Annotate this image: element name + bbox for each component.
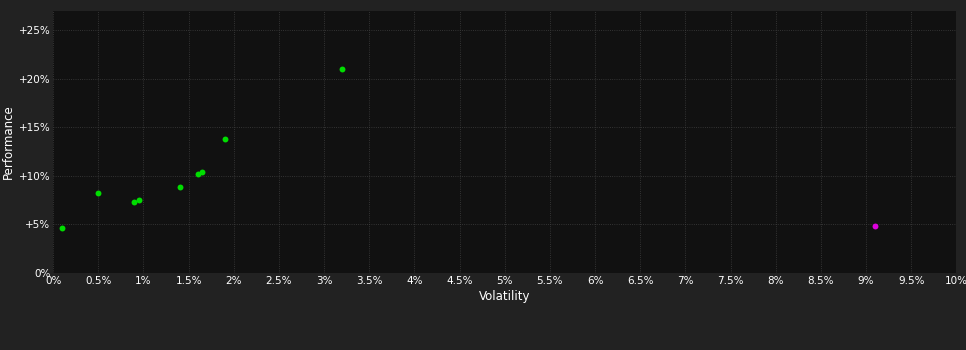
Point <box>217 136 233 142</box>
Point <box>131 197 147 203</box>
Y-axis label: Performance: Performance <box>1 104 14 179</box>
Point <box>54 225 70 231</box>
Point <box>867 224 883 229</box>
Point <box>127 199 142 205</box>
Point <box>91 190 106 196</box>
Point <box>172 185 187 190</box>
Point <box>190 171 206 177</box>
Point <box>194 169 210 175</box>
X-axis label: Volatility: Volatility <box>479 290 530 303</box>
Point <box>334 66 350 72</box>
